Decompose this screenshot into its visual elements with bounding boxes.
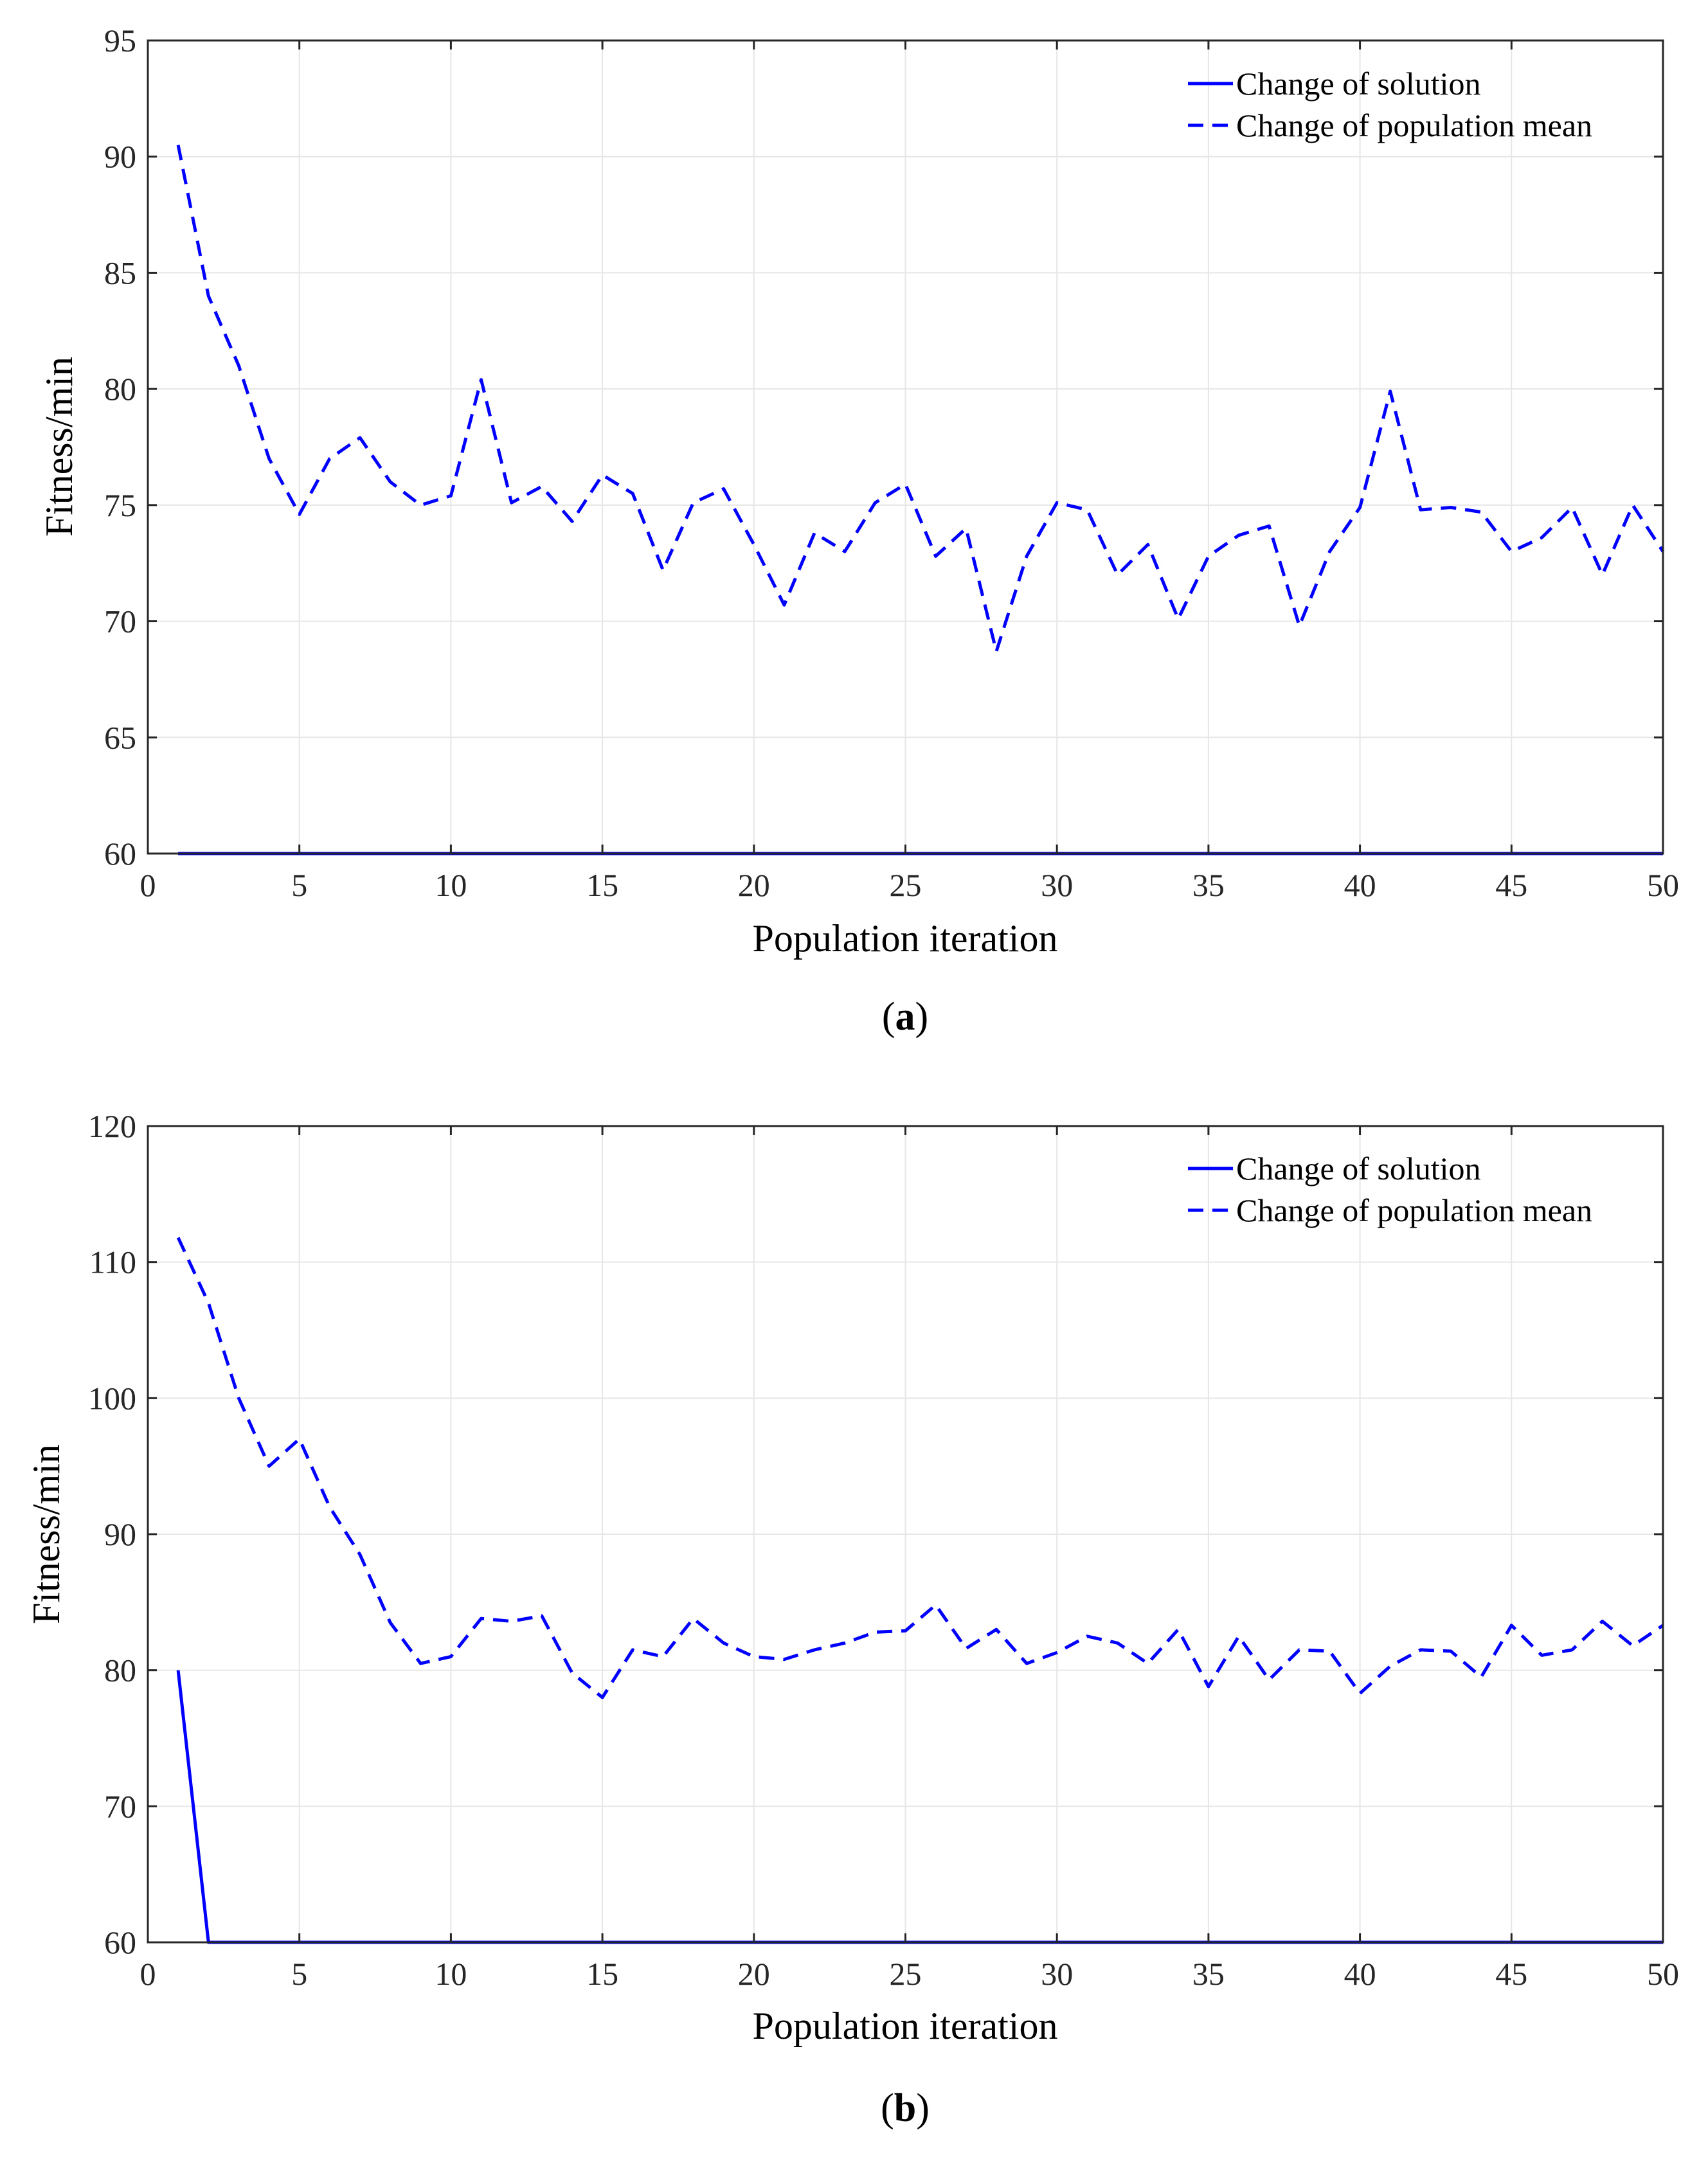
legend: Change of solution Change of population … (1188, 1150, 1592, 1228)
x-tick-label: 30 (1041, 867, 1073, 903)
panel-a: 0 5 10 15 20 25 30 35 40 45 50 60 65 70 75 80 85 90 95 Cha… (38, 22, 1679, 1039)
x-tick-label: 50 (1647, 1956, 1679, 1992)
x-tick-label: 20 (738, 1956, 770, 1992)
x-tick-label: 25 (890, 1956, 922, 1992)
y-tick-label: 70 (104, 1788, 136, 1824)
legend-label-solution: Change of solution (1236, 66, 1481, 102)
y-tick-label: 80 (104, 1652, 136, 1688)
x-tick-label: 10 (435, 867, 467, 903)
y-tick-label: 120 (88, 1108, 136, 1144)
panel-letter-a: a (895, 995, 915, 1039)
gridlines (148, 1126, 1663, 1942)
series-line-population-mean (176, 1237, 1664, 1699)
y-tick-label: 100 (88, 1380, 136, 1416)
x-axis-title: Population iteration (753, 917, 1058, 960)
x-tick-label: 35 (1192, 1956, 1225, 1992)
axis-ticks: 0 5 10 15 20 25 30 35 40 45 50 60 65 70 75 80 85 90 95 (104, 22, 1679, 903)
panel-b: 0 5 10 15 20 25 30 35 40 45 50 60 70 80 90 100 110 120 Ch… (25, 1108, 1679, 2130)
y-tick-label: 60 (104, 836, 136, 872)
x-tick-label: 0 (140, 867, 156, 903)
x-tick-label: 25 (890, 867, 922, 903)
x-tick-label: 5 (291, 867, 307, 903)
x-tick-label: 10 (435, 1956, 467, 1992)
y-tick-label: 65 (104, 719, 136, 755)
y-tick-label: 80 (104, 371, 136, 407)
x-tick-label: 15 (586, 1956, 618, 1992)
x-axis-title: Population iteration (753, 2005, 1058, 2047)
y-axis-title: Fitness/min (25, 1444, 67, 1624)
gridlines (148, 40, 1663, 854)
x-tick-label: 45 (1495, 867, 1527, 903)
x-tick-label: 0 (140, 1956, 156, 1992)
panel-caption-a: (a) (882, 995, 928, 1039)
x-tick-label: 20 (738, 867, 770, 903)
legend: Change of solution Change of population … (1188, 66, 1592, 143)
legend-label-population-mean: Change of population mean (1236, 107, 1592, 143)
y-tick-label: 85 (104, 255, 136, 291)
y-tick-label: 90 (104, 139, 136, 175)
x-tick-label: 40 (1344, 867, 1376, 903)
x-tick-label: 15 (586, 867, 618, 903)
x-tick-label: 45 (1495, 1956, 1527, 1992)
y-tick-label: 60 (104, 1924, 136, 1960)
y-tick-label: 75 (104, 487, 136, 523)
y-tick-label: 70 (104, 604, 136, 640)
series-line-population-mean (176, 145, 1665, 654)
x-tick-label: 35 (1192, 867, 1225, 903)
axis-ticks: 0 5 10 15 20 25 30 35 40 45 50 60 70 80 90 100 110 120 (88, 1108, 1679, 1992)
y-tick-label: 90 (104, 1516, 136, 1552)
x-tick-label: 30 (1041, 1956, 1073, 1992)
x-tick-label: 50 (1647, 867, 1679, 903)
legend-label-solution: Change of solution (1236, 1150, 1481, 1186)
panel-caption-b: (b) (881, 2086, 930, 2130)
y-tick-label: 110 (89, 1244, 136, 1280)
x-tick-label: 40 (1344, 1956, 1376, 1992)
panel-letter-b: b (894, 2086, 916, 2130)
y-axis-title: Fitness/min (38, 357, 80, 537)
y-tick-label: 95 (104, 22, 136, 58)
legend-label-population-mean: Change of population mean (1236, 1192, 1592, 1228)
x-tick-label: 5 (291, 1956, 307, 1992)
